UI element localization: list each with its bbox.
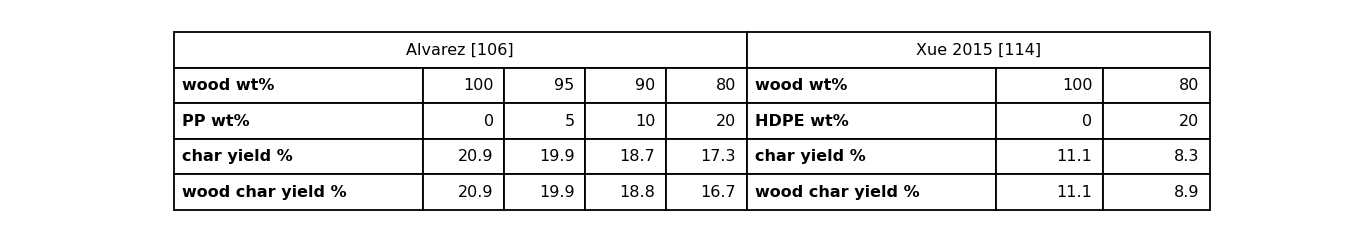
Bar bbox=[504, 139, 585, 174]
Text: wood char yield %: wood char yield % bbox=[182, 185, 347, 200]
Text: 16.7: 16.7 bbox=[701, 185, 736, 200]
Bar bbox=[1103, 139, 1210, 174]
Text: 95: 95 bbox=[555, 78, 575, 93]
Bar bbox=[747, 139, 996, 174]
Text: char yield %: char yield % bbox=[182, 149, 293, 164]
Text: wood wt%: wood wt% bbox=[755, 78, 848, 93]
Bar bbox=[996, 174, 1103, 210]
Bar bbox=[996, 139, 1103, 174]
Bar bbox=[424, 174, 504, 210]
Bar bbox=[504, 68, 585, 103]
Text: 17.3: 17.3 bbox=[701, 149, 736, 164]
Bar bbox=[666, 68, 747, 103]
Text: 100: 100 bbox=[463, 78, 494, 93]
Bar bbox=[585, 139, 666, 174]
Bar bbox=[747, 103, 996, 139]
Bar bbox=[424, 68, 504, 103]
Bar bbox=[1103, 68, 1210, 103]
Text: char yield %: char yield % bbox=[755, 149, 865, 164]
Text: 80: 80 bbox=[716, 78, 736, 93]
Bar bbox=[666, 139, 747, 174]
Bar bbox=[747, 32, 1210, 68]
Bar bbox=[585, 174, 666, 210]
Text: 20: 20 bbox=[716, 114, 736, 129]
Text: 10: 10 bbox=[634, 114, 655, 129]
Bar bbox=[1103, 174, 1210, 210]
Text: 20.9: 20.9 bbox=[458, 149, 494, 164]
Bar bbox=[174, 174, 424, 210]
Bar bbox=[504, 103, 585, 139]
Bar bbox=[504, 174, 585, 210]
Bar bbox=[996, 68, 1103, 103]
Bar bbox=[666, 103, 747, 139]
Text: 18.8: 18.8 bbox=[620, 185, 655, 200]
Text: 20: 20 bbox=[1179, 114, 1199, 129]
Bar bbox=[747, 174, 996, 210]
Text: 100: 100 bbox=[1062, 78, 1092, 93]
Text: 0: 0 bbox=[483, 114, 494, 129]
Text: 19.9: 19.9 bbox=[539, 149, 575, 164]
Bar bbox=[174, 32, 747, 68]
Text: HDPE wt%: HDPE wt% bbox=[755, 114, 849, 129]
Text: 80: 80 bbox=[1179, 78, 1199, 93]
Text: 11.1: 11.1 bbox=[1057, 185, 1092, 200]
Text: 8.9: 8.9 bbox=[1173, 185, 1199, 200]
Text: wood wt%: wood wt% bbox=[182, 78, 275, 93]
Text: Alvarez [106]: Alvarez [106] bbox=[406, 43, 514, 58]
Text: PP wt%: PP wt% bbox=[182, 114, 250, 129]
Bar bbox=[666, 174, 747, 210]
Bar bbox=[747, 68, 996, 103]
Bar bbox=[424, 139, 504, 174]
Text: 0: 0 bbox=[1083, 114, 1092, 129]
Bar bbox=[174, 139, 424, 174]
Bar bbox=[174, 103, 424, 139]
Bar bbox=[996, 103, 1103, 139]
Text: 18.7: 18.7 bbox=[620, 149, 655, 164]
Bar bbox=[1103, 103, 1210, 139]
Text: 20.9: 20.9 bbox=[458, 185, 494, 200]
Bar bbox=[424, 103, 504, 139]
Text: 5: 5 bbox=[564, 114, 575, 129]
Text: Xue 2015 [114]: Xue 2015 [114] bbox=[915, 43, 1041, 58]
Text: 19.9: 19.9 bbox=[539, 185, 575, 200]
Text: 11.1: 11.1 bbox=[1057, 149, 1092, 164]
Text: 90: 90 bbox=[634, 78, 655, 93]
Bar bbox=[585, 103, 666, 139]
Bar bbox=[174, 68, 424, 103]
Text: 8.3: 8.3 bbox=[1174, 149, 1199, 164]
Bar bbox=[585, 68, 666, 103]
Text: wood char yield %: wood char yield % bbox=[755, 185, 919, 200]
